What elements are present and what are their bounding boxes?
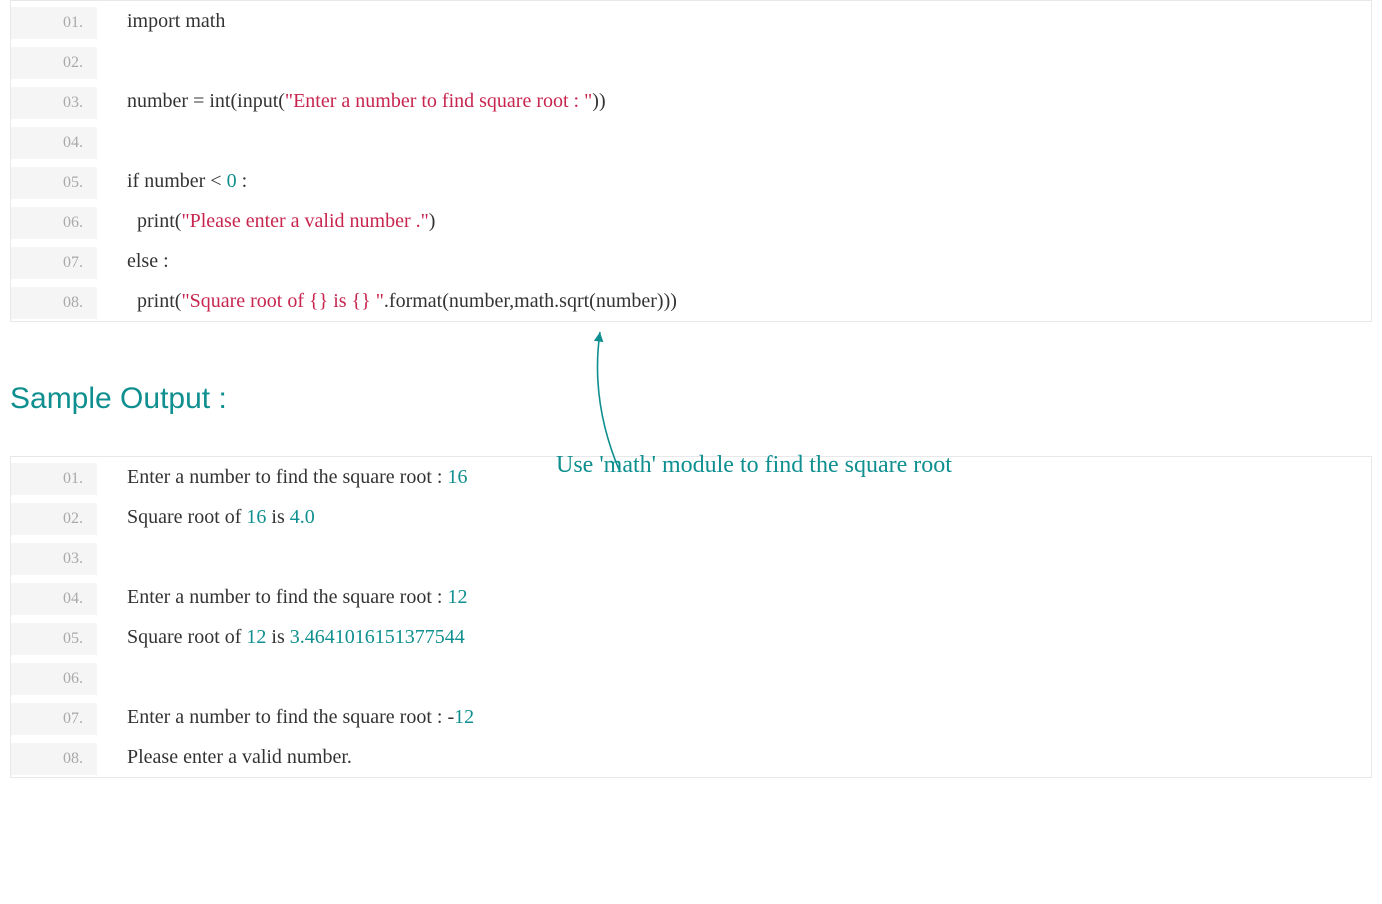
code-line: 03.number = int(input("Enter a number to… xyxy=(11,81,1371,121)
line-number: 06. xyxy=(11,207,97,239)
code-line: 01. import math xyxy=(11,1,1371,41)
code-content xyxy=(97,657,132,697)
code-token: 12 xyxy=(454,706,474,728)
code-token: "Square root of {} is {} " xyxy=(181,290,383,312)
code-token: 3.4641016151377544 xyxy=(290,626,465,648)
code-content: else : xyxy=(97,241,169,281)
code-line: 06. xyxy=(11,657,1371,697)
code-token: 4.0 xyxy=(290,506,315,528)
code-token: .format(number,math.sqrt(number))) xyxy=(384,290,677,312)
code-content: number = int(input("Enter a number to fi… xyxy=(97,81,606,121)
code-token: "Please enter a valid number ." xyxy=(181,210,428,232)
code-token: 0 xyxy=(227,170,237,192)
sample-output-heading: Sample Output : xyxy=(10,382,1382,416)
line-number: 05. xyxy=(11,623,97,655)
code-token: 16 xyxy=(246,506,266,528)
code-content: Please enter a valid number. xyxy=(97,737,352,777)
code-token: 16 xyxy=(447,466,467,488)
line-number: 08. xyxy=(11,743,97,775)
code-block-2: 01.Enter a number to find the square roo… xyxy=(10,456,1372,778)
code-token: is xyxy=(266,506,289,528)
line-number: 05. xyxy=(11,167,97,199)
code-token: Enter a number to find the square root : xyxy=(127,586,447,608)
code-content xyxy=(97,121,132,161)
code-token: number = int(input( xyxy=(127,90,285,112)
line-number: 06. xyxy=(11,663,97,695)
code-line: 06. print("Please enter a valid number .… xyxy=(11,201,1371,241)
code-token: Square root of xyxy=(127,626,246,648)
code-token: Enter a number to find the square root : xyxy=(127,466,447,488)
code-content: import math xyxy=(97,1,225,41)
code-token: if number < xyxy=(127,170,227,192)
code-token: print( xyxy=(127,290,181,312)
code-token: else : xyxy=(127,250,169,272)
line-number: 04. xyxy=(11,583,97,615)
code-content: Square root of 12 is 3.4641016151377544 xyxy=(97,617,465,657)
code-token: is xyxy=(266,626,289,648)
code-line: 04.Enter a number to find the square roo… xyxy=(11,577,1371,617)
line-number: 02. xyxy=(11,47,97,79)
code-content: print("Square root of {} is {} ".format(… xyxy=(97,281,677,321)
code-content xyxy=(97,537,132,577)
code-content: Enter a number to find the square root :… xyxy=(97,457,467,497)
line-number: 03. xyxy=(11,543,97,575)
code-token: 12 xyxy=(246,626,266,648)
code-token: import math xyxy=(127,10,225,32)
code-line: 07. Enter a number to find the square roo… xyxy=(11,697,1371,737)
annotation-text: Use 'math' module to find the square roo… xyxy=(556,452,952,479)
code-block-1: 01.import math02. 03.number = int(input(… xyxy=(10,0,1372,322)
code-token: print( xyxy=(127,210,181,232)
line-number: 07. xyxy=(11,703,97,735)
line-number: 01. xyxy=(11,463,97,495)
code-content: if number < 0 : xyxy=(97,161,247,201)
code-line: 05.Square root of 12 is 3.46410161513775… xyxy=(11,617,1371,657)
code-token: Square root of xyxy=(127,506,246,528)
code-token: "Enter a number to find square root : " xyxy=(285,90,592,112)
line-number: 07. xyxy=(11,247,97,279)
code-content xyxy=(97,41,132,81)
line-number: 01. xyxy=(11,7,97,39)
code-token: )) xyxy=(592,90,605,112)
code-token: Enter a number to find the square root :… xyxy=(127,706,454,728)
code-token: ) xyxy=(429,210,436,232)
code-content: Square root of 16 is 4.0 xyxy=(97,497,315,537)
code-content: Enter a number to find the square root :… xyxy=(97,577,467,617)
line-number: 03. xyxy=(11,87,97,119)
code-token: 12 xyxy=(447,586,467,608)
line-number: 08. xyxy=(11,287,97,319)
code-token: : xyxy=(237,170,248,192)
code-line: 04. xyxy=(11,121,1371,161)
code-token: Please enter a valid number. xyxy=(127,746,352,768)
code-line: 03. xyxy=(11,537,1371,577)
code-line: 02. xyxy=(11,41,1371,81)
code-line: 07. else : xyxy=(11,241,1371,281)
code-line: 08. Please enter a valid number. xyxy=(11,737,1371,777)
code-content: print("Please enter a valid number .") xyxy=(97,201,435,241)
code-line: 05.if number < 0 : xyxy=(11,161,1371,201)
line-number: 02. xyxy=(11,503,97,535)
code-content: Enter a number to find the square root :… xyxy=(97,697,474,737)
code-line: 02.Square root of 16 is 4.0 xyxy=(11,497,1371,537)
code-line: 08. print("Square root of {} is {} ".for… xyxy=(11,281,1371,321)
line-number: 04. xyxy=(11,127,97,159)
